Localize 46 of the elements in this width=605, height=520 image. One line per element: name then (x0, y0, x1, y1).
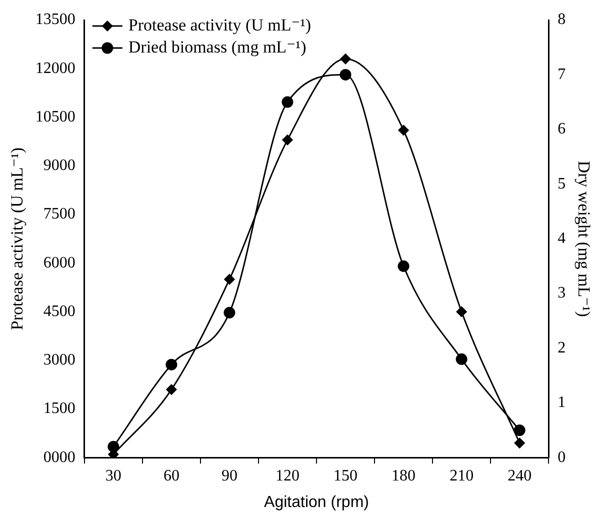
y2-tick-label: 5 (558, 175, 566, 192)
point (398, 260, 410, 272)
x-tick-label: 180 (392, 467, 416, 484)
x-axis-title: Agitation (rpm) (264, 494, 369, 511)
y2-tick-label: 0 (558, 448, 566, 466)
x-tick-label: 210 (450, 467, 474, 484)
y2-tick-label: 1 (558, 394, 566, 412)
x-tick-label: 90 (221, 467, 238, 484)
y2-tick-label: 4 (558, 230, 566, 248)
y-tick-label: 6000 (43, 254, 76, 272)
y-tick-label: 1500 (43, 400, 76, 418)
y2-tick-label: 8 (558, 11, 566, 28)
point (456, 306, 467, 317)
y-tick-label: 3000 (43, 352, 76, 369)
point (224, 274, 235, 285)
y2-axis-title: Dry weight (mg mL⁻¹) (574, 160, 594, 317)
x-tick-label: 60 (163, 467, 180, 484)
point (166, 358, 178, 370)
x-tick-label: 150 (334, 467, 358, 484)
y-tick-label: 13500 (35, 11, 76, 28)
y-tick-label: 10500 (35, 108, 76, 126)
point (456, 353, 468, 365)
y2-tick-label: 3 (558, 284, 566, 302)
y-tick-label: 7500 (43, 206, 76, 223)
y-tick-label: 12000 (35, 60, 76, 77)
y-tick-label: 0000 (43, 448, 76, 466)
x-tick-label: 30 (105, 467, 122, 484)
legend-label: Dried biomass (mg mL⁻¹) (128, 37, 306, 56)
point (514, 438, 525, 448)
point (282, 96, 294, 108)
point (340, 54, 351, 64)
y2-tick-label: 6 (558, 120, 566, 138)
y2-tick-label: 2 (558, 339, 566, 356)
point (166, 384, 177, 395)
point (514, 424, 526, 436)
y-tick-label: 9000 (43, 157, 76, 174)
x-tick-label: 240 (508, 467, 532, 484)
y-axis-title: Protease activity (U mL⁻¹) (8, 147, 27, 330)
y-tick-label: 4500 (43, 302, 76, 320)
point (224, 306, 236, 318)
point (282, 134, 293, 146)
point (340, 68, 352, 80)
y2-tick-label: 7 (558, 66, 566, 83)
legend-label: Protease activity (U mL⁻¹) (128, 15, 312, 34)
point (398, 124, 409, 136)
x-tick-label: 120 (275, 467, 300, 484)
